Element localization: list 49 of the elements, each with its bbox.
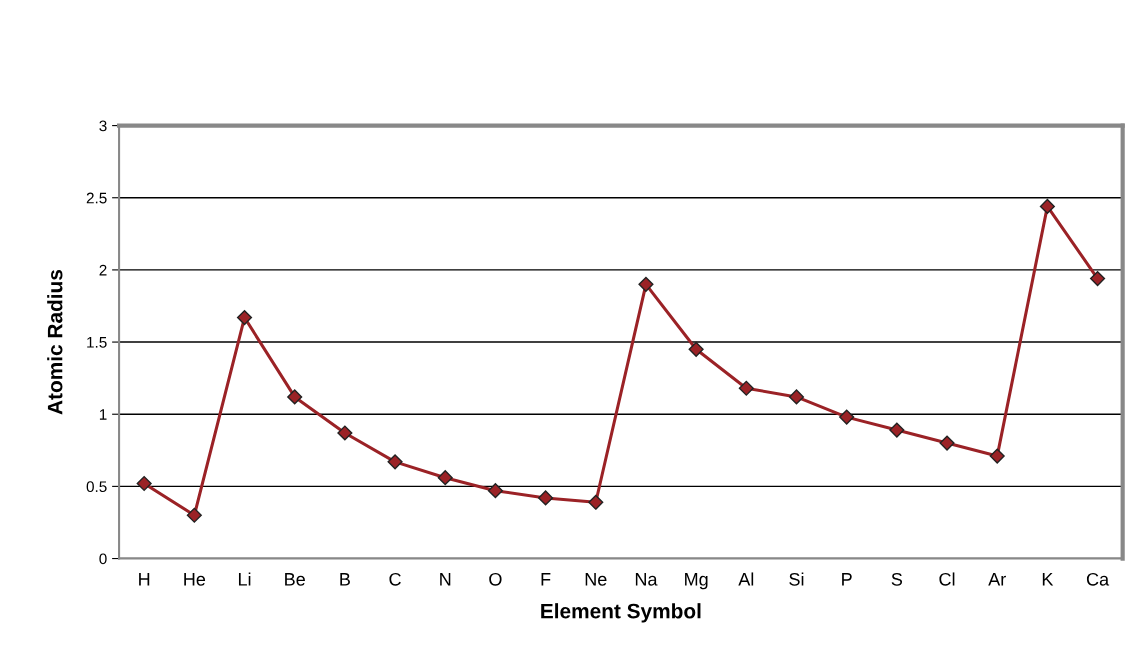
x-tick-label: F xyxy=(541,573,551,586)
x-tick-label: Ca xyxy=(1086,572,1110,586)
y-tick-label: 3 xyxy=(99,120,107,132)
y-tick-label: 1.5 xyxy=(87,337,107,348)
x-tick-label: Na xyxy=(635,573,658,586)
x-tick-label: P xyxy=(842,573,852,586)
point xyxy=(186,507,202,523)
point xyxy=(738,380,754,396)
x-tick-label: K xyxy=(1042,573,1054,586)
y-tick-label: 0.5 xyxy=(86,481,107,493)
point xyxy=(437,470,453,486)
x-tick-label: Si xyxy=(789,572,804,586)
point xyxy=(939,435,955,451)
point xyxy=(638,276,654,292)
point xyxy=(287,389,303,405)
x-tick-label: Ar xyxy=(988,573,1006,586)
y-axis-title: Atomic Radius xyxy=(47,269,63,415)
point xyxy=(236,309,253,326)
x-tick-label: C xyxy=(389,572,401,586)
y-tick-label: 1 xyxy=(99,409,107,420)
y-tick-label: 2 xyxy=(99,264,107,276)
point xyxy=(387,454,403,470)
x-tick-label: Mg xyxy=(685,573,708,590)
x-tick-label: Ne xyxy=(585,573,607,586)
point xyxy=(487,483,503,499)
x-tick-label: O xyxy=(489,572,502,586)
y-tick-label: 0 xyxy=(99,553,107,565)
x-tick-label: Li xyxy=(238,572,251,586)
point xyxy=(989,448,1005,464)
point xyxy=(688,341,704,357)
point xyxy=(788,389,805,405)
point xyxy=(136,475,152,492)
point xyxy=(889,422,905,438)
point xyxy=(839,409,855,425)
x-tick-label: S xyxy=(891,572,903,586)
point xyxy=(1039,198,1055,214)
x-axis-title: Element Symbol xyxy=(541,603,701,623)
y-tick-label: 2.5 xyxy=(86,192,107,204)
point xyxy=(588,494,604,510)
x-tick-label: N xyxy=(440,573,451,586)
point xyxy=(538,490,554,506)
x-tick-label: B xyxy=(340,573,350,586)
x-tick-label: Cl xyxy=(939,572,955,586)
point xyxy=(1090,270,1106,287)
x-tick-label: He xyxy=(184,573,206,586)
x-tick-label: Be xyxy=(285,573,305,586)
x-tick-label: H xyxy=(139,573,150,586)
point xyxy=(337,425,353,441)
x-tick-label: Al xyxy=(738,572,754,586)
